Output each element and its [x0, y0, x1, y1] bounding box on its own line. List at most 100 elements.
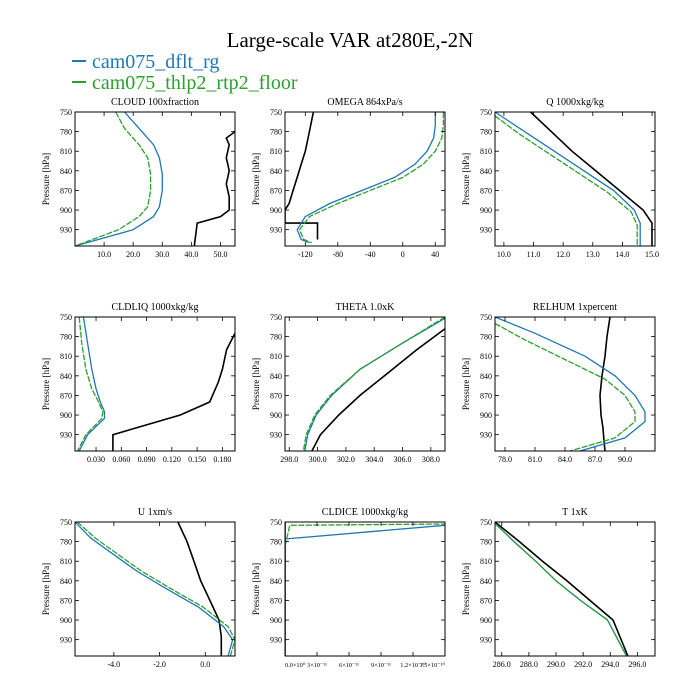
y-tick-label: 750	[480, 108, 492, 117]
y-tick-label: 930	[60, 636, 72, 645]
y-tick-label: 900	[60, 411, 72, 420]
panel-title: THETA 1.0xK	[336, 302, 395, 313]
series-line-cam075_thlp2_rtp2_floor	[495, 115, 638, 246]
panel-ylabel: Pressure [hPa]	[251, 153, 261, 205]
y-tick-label: 930	[480, 636, 492, 645]
y-tick-label: 780	[270, 333, 282, 342]
x-tick-label: 11.0	[527, 250, 541, 259]
y-tick-label: 840	[60, 372, 72, 381]
panel-ylabel: Pressure [hPa]	[251, 563, 261, 615]
series-line-cam075_thlp2_rtp2_floor	[302, 317, 445, 451]
series-line-cam075_dflt_rg	[285, 524, 445, 540]
x-tick-label: 0.090	[138, 455, 156, 464]
panel-frame	[494, 111, 656, 247]
panel-2: Q 1000xkg/kg Pressure [hPa] 750 780 810 840 87…	[461, 97, 659, 259]
series-line-cam075_thlp2_rtp2_floor	[76, 317, 104, 451]
series-line-reference	[530, 112, 653, 246]
y-tick-label: 930	[270, 636, 282, 645]
series-line-reference	[285, 112, 319, 240]
y-tick-label: 930	[480, 431, 492, 440]
y-tick-label: 810	[270, 557, 282, 566]
x-tick-label: 0.150	[188, 455, 206, 464]
y-tick-label: 870	[480, 596, 492, 605]
panel-ylabel: Pressure [hPa]	[41, 358, 51, 410]
x-tick-label: 10.0	[97, 250, 111, 259]
y-tick-label: 750	[480, 313, 492, 322]
y-tick-label: 870	[60, 596, 72, 605]
series-line-cam075_dflt_rg	[75, 112, 163, 246]
panel-6: U 1xm/s Pressure [hPa] 750 780 810 840 870 900 9…	[41, 507, 236, 669]
series-line-cam075_dflt_rg	[495, 317, 646, 451]
x-tick-label: 15.0	[645, 250, 659, 259]
panel-ylabel: Pressure [hPa]	[251, 358, 261, 410]
legend-line-thlp2	[72, 81, 86, 84]
y-tick-label: 870	[270, 596, 282, 605]
x-tick-label: 1.5×10⁻¹⁰	[420, 662, 446, 669]
panel-frame	[74, 111, 236, 247]
x-tick-label: -80	[332, 250, 343, 259]
x-tick-label: 300.0	[309, 455, 327, 464]
y-tick-label: 840	[480, 372, 492, 381]
y-tick-label: 870	[480, 391, 492, 400]
y-tick-label: 750	[60, 313, 72, 322]
panel-0: CLOUD 100xfraction Pressure [hPa] 750 780 81…	[41, 97, 236, 259]
panel-ylabel: Pressure [hPa]	[461, 563, 471, 615]
y-tick-label: 810	[270, 352, 282, 361]
panel-frame	[284, 111, 446, 247]
y-tick-label: 840	[270, 577, 282, 586]
x-tick-label: 12.0	[556, 250, 570, 259]
series-line-cam075_thlp2_rtp2_floor	[285, 523, 445, 547]
x-tick-label: 308.0	[422, 455, 440, 464]
panel-ylabel: Pressure [hPa]	[41, 563, 51, 615]
panel-frame	[284, 521, 446, 657]
y-tick-label: 870	[480, 186, 492, 195]
panel-5: RELHUM 1xpercent Pressure [hPa] 750 780 810 8…	[461, 302, 656, 464]
y-tick-label: 870	[60, 391, 72, 400]
x-tick-label: 296.0	[628, 660, 646, 669]
x-tick-label: 1.2×10⁻¹⁰	[400, 662, 426, 669]
y-tick-label: 900	[480, 206, 492, 215]
x-tick-label: 0	[401, 250, 405, 259]
y-tick-label: 900	[270, 206, 282, 215]
x-tick-label: 0.120	[163, 455, 181, 464]
y-tick-label: 750	[270, 108, 282, 117]
series-line-cam075_thlp2_rtp2_floor	[495, 522, 628, 656]
y-tick-label: 840	[60, 167, 72, 176]
x-tick-label: 13.0	[586, 250, 600, 259]
x-tick-label: 81.0	[528, 455, 542, 464]
y-tick-label: 840	[480, 577, 492, 586]
y-tick-label: 810	[480, 352, 492, 361]
x-tick-label: 6×10⁻¹¹	[339, 662, 359, 669]
panel-title: U 1xm/s	[138, 507, 172, 518]
y-tick-label: 810	[60, 147, 72, 156]
y-tick-label: 750	[60, 108, 72, 117]
x-tick-label: 84.0	[558, 455, 572, 464]
y-tick-label: 750	[270, 313, 282, 322]
x-tick-label: 0.180	[213, 455, 231, 464]
y-tick-label: 840	[480, 167, 492, 176]
legend-label-dflt: cam075_dflt_rg	[92, 51, 220, 73]
y-tick-label: 810	[270, 147, 282, 156]
y-tick-label: 930	[60, 226, 72, 235]
x-tick-label: 290.0	[547, 660, 565, 669]
y-tick-label: 750	[480, 518, 492, 527]
y-tick-label: 780	[60, 128, 72, 137]
x-tick-label: 9×10⁻¹¹	[371, 662, 391, 669]
x-tick-label: 40.0	[184, 250, 198, 259]
series-line-cam075_thlp2_rtp2_floor	[75, 112, 152, 246]
y-tick-label: 900	[480, 411, 492, 420]
x-tick-label: -4.0	[108, 660, 121, 669]
y-tick-label: 840	[270, 372, 282, 381]
y-tick-label: 870	[270, 391, 282, 400]
y-tick-label: 870	[270, 186, 282, 195]
x-tick-label: 20.0	[126, 250, 140, 259]
x-tick-label: 0.0	[200, 660, 210, 669]
x-tick-label: 288.0	[520, 660, 538, 669]
x-tick-label: -120	[298, 250, 313, 259]
y-tick-label: 930	[270, 226, 282, 235]
y-tick-label: 900	[270, 616, 282, 625]
x-tick-label: 294.0	[601, 660, 619, 669]
x-tick-label: -40	[365, 250, 376, 259]
series-line-reference	[495, 522, 629, 656]
y-tick-label: 900	[270, 411, 282, 420]
